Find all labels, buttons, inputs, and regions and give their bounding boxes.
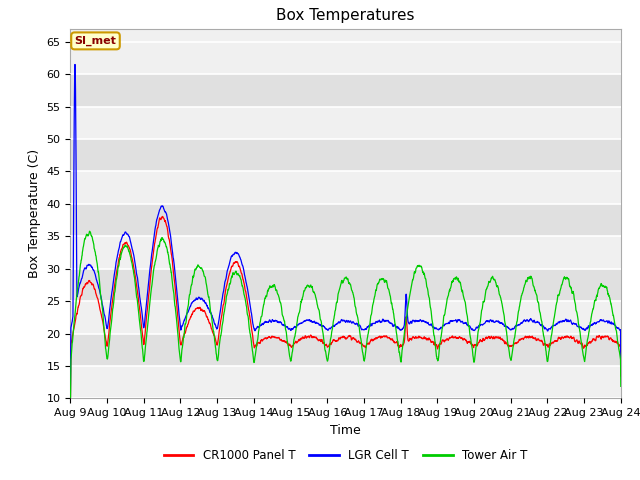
Bar bbox=[70, 42, 621, 74]
Bar bbox=[70, 171, 621, 204]
Bar bbox=[70, 74, 621, 107]
Bar bbox=[70, 139, 621, 171]
LGR Cell T bbox=[71, 61, 79, 67]
LGR Cell T bbox=[617, 360, 625, 366]
Tower Air T bbox=[617, 384, 625, 389]
CR1000 Panel T bbox=[220, 299, 228, 305]
Text: SI_met: SI_met bbox=[75, 36, 116, 46]
Line: Tower Air T: Tower Air T bbox=[70, 231, 621, 412]
Bar bbox=[70, 334, 621, 366]
CR1000 Panel T bbox=[362, 345, 369, 350]
LGR Cell T bbox=[220, 285, 228, 290]
Bar bbox=[70, 269, 621, 301]
Tower Air T bbox=[568, 290, 576, 296]
Line: LGR Cell T: LGR Cell T bbox=[70, 64, 621, 396]
CR1000 Panel T bbox=[506, 343, 513, 349]
Bar bbox=[70, 204, 621, 236]
LGR Cell T bbox=[506, 326, 513, 332]
LGR Cell T bbox=[362, 326, 369, 332]
CR1000 Panel T bbox=[584, 341, 591, 347]
Bar bbox=[70, 366, 621, 398]
Y-axis label: Box Temperature (C): Box Temperature (C) bbox=[28, 149, 41, 278]
Tower Air T bbox=[220, 309, 228, 315]
Tower Air T bbox=[584, 336, 591, 342]
CR1000 Panel T bbox=[159, 214, 166, 219]
X-axis label: Time: Time bbox=[330, 424, 361, 437]
LGR Cell T bbox=[584, 326, 591, 332]
LGR Cell T bbox=[568, 321, 576, 327]
CR1000 Panel T bbox=[568, 335, 576, 340]
LGR Cell T bbox=[67, 394, 74, 399]
Tower Air T bbox=[506, 353, 513, 359]
Title: Box Temperatures: Box Temperatures bbox=[276, 9, 415, 24]
Tower Air T bbox=[374, 281, 381, 287]
Tower Air T bbox=[362, 350, 369, 356]
Tower Air T bbox=[67, 409, 74, 415]
CR1000 Panel T bbox=[617, 373, 625, 379]
Bar bbox=[70, 301, 621, 334]
Bar bbox=[70, 236, 621, 269]
Legend: CR1000 Panel T, LGR Cell T, Tower Air T: CR1000 Panel T, LGR Cell T, Tower Air T bbox=[159, 444, 532, 467]
Tower Air T bbox=[86, 228, 93, 234]
CR1000 Panel T bbox=[374, 335, 381, 340]
CR1000 Panel T bbox=[67, 401, 74, 407]
Bar bbox=[70, 107, 621, 139]
LGR Cell T bbox=[374, 319, 381, 325]
Line: CR1000 Panel T: CR1000 Panel T bbox=[70, 216, 621, 404]
